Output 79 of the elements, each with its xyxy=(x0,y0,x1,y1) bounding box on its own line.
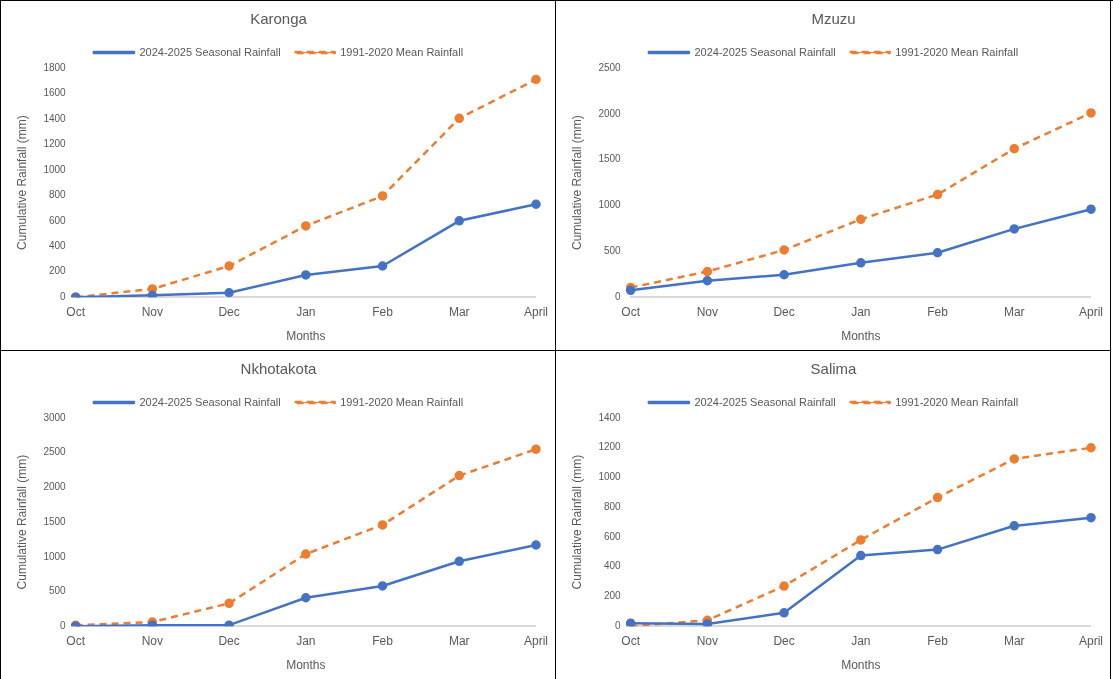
y-tick-label: 500 xyxy=(48,585,67,597)
x-tick-label: Mar xyxy=(1003,633,1025,648)
x-tick-label: Feb xyxy=(927,633,949,648)
y-tick-label: 1000 xyxy=(43,163,67,175)
y-axis-title: Cumulative Rainfall (mm) xyxy=(14,454,29,590)
chart-title: Nkhotakota xyxy=(240,360,318,378)
x-tick-label: Jan xyxy=(851,633,871,648)
y-tick-label: 400 xyxy=(603,560,622,572)
y-tick-label: 1000 xyxy=(598,199,622,211)
x-tick-label: Mar xyxy=(448,304,470,319)
y-tick-label: 2000 xyxy=(598,107,622,119)
y-tick-label: 600 xyxy=(48,214,67,226)
y-tick-label: 1400 xyxy=(43,112,67,124)
y-tick-label: 0 xyxy=(60,619,67,631)
y-axis-title: Cumulative Rainfall (mm) xyxy=(569,115,584,250)
x-tick-label: Feb xyxy=(372,304,394,319)
y-axis-title: Cumulative Rainfall (mm) xyxy=(14,115,29,250)
x-axis-title: Months xyxy=(841,329,881,344)
y-tick-label: 800 xyxy=(48,189,67,201)
y-tick-label: 2500 xyxy=(598,61,622,73)
y-tick-label: 1000 xyxy=(43,550,67,562)
y-tick-label: 2000 xyxy=(43,481,67,493)
x-tick-label: Oct xyxy=(621,304,641,319)
legend-label: 2024-2025 Seasonal Rainfall xyxy=(139,45,281,58)
y-tick-label: 1600 xyxy=(43,87,67,99)
x-tick-label: Nov xyxy=(141,633,164,648)
x-tick-label: Jan xyxy=(296,304,316,319)
x-tick-label: Oct xyxy=(621,633,641,648)
x-tick-label: Dec xyxy=(218,633,240,648)
x-tick-label: Feb xyxy=(372,633,394,648)
x-tick-label: Oct xyxy=(66,304,86,319)
x-tick-label: April xyxy=(523,633,548,648)
x-tick-label: April xyxy=(523,304,548,319)
y-tick-label: 200 xyxy=(48,265,67,277)
x-tick-label: Feb xyxy=(927,304,949,319)
x-tick-label: Nov xyxy=(696,633,719,648)
x-tick-label: Nov xyxy=(696,304,719,319)
x-axis-title: Months xyxy=(286,329,326,344)
x-tick-label: Mar xyxy=(1003,304,1025,319)
x-tick-label: April xyxy=(1078,633,1103,648)
y-tick-label: 1200 xyxy=(598,441,622,453)
y-axis-title: Cumulative Rainfall (mm) xyxy=(569,454,584,590)
y-tick-label: 2500 xyxy=(43,446,67,458)
x-axis-title: Months xyxy=(286,658,326,673)
y-tick-label: 0 xyxy=(615,619,622,631)
chart-title: Salima xyxy=(810,360,858,378)
x-tick-label: Mar xyxy=(448,633,470,648)
x-tick-label: Dec xyxy=(218,304,240,319)
x-axis-title: Months xyxy=(841,658,881,673)
legend-label: 1991-2020 Mean Rainfall xyxy=(895,45,1019,58)
y-tick-label: 1400 xyxy=(598,411,622,423)
x-tick-label: Oct xyxy=(66,633,86,648)
y-tick-label: 0 xyxy=(615,290,622,302)
legend-label: 1991-2020 Mean Rainfall xyxy=(340,45,464,58)
legend-label: 2024-2025 Seasonal Rainfall xyxy=(139,395,281,408)
y-tick-label: 1500 xyxy=(43,515,67,527)
y-tick-label: 400 xyxy=(48,240,67,252)
legend-label: 2024-2025 Seasonal Rainfall xyxy=(694,395,836,408)
x-tick-label: Jan xyxy=(851,304,871,319)
x-tick-label: Dec xyxy=(773,633,795,648)
y-tick-label: 1200 xyxy=(43,138,67,150)
y-tick-label: 600 xyxy=(603,530,622,542)
legend-label: 2024-2025 Seasonal Rainfall xyxy=(694,45,836,58)
y-tick-label: 1500 xyxy=(598,153,622,165)
legend-label: 1991-2020 Mean Rainfall xyxy=(340,395,464,408)
chart-title: Karonga xyxy=(250,10,308,28)
x-tick-label: Nov xyxy=(141,304,164,319)
chart-title: Mzuzu xyxy=(811,10,856,28)
y-tick-label: 800 xyxy=(603,500,622,512)
legend-label: 1991-2020 Mean Rainfall xyxy=(895,395,1019,408)
y-tick-label: 0 xyxy=(60,290,67,302)
x-tick-label: Jan xyxy=(296,633,316,648)
y-tick-label: 500 xyxy=(603,245,622,257)
y-tick-label: 200 xyxy=(603,590,622,602)
y-tick-label: 3000 xyxy=(43,411,67,423)
y-tick-label: 1000 xyxy=(598,471,622,483)
x-tick-label: Dec xyxy=(773,304,795,319)
y-tick-label: 1800 xyxy=(43,61,67,73)
x-tick-label: April xyxy=(1078,304,1103,319)
